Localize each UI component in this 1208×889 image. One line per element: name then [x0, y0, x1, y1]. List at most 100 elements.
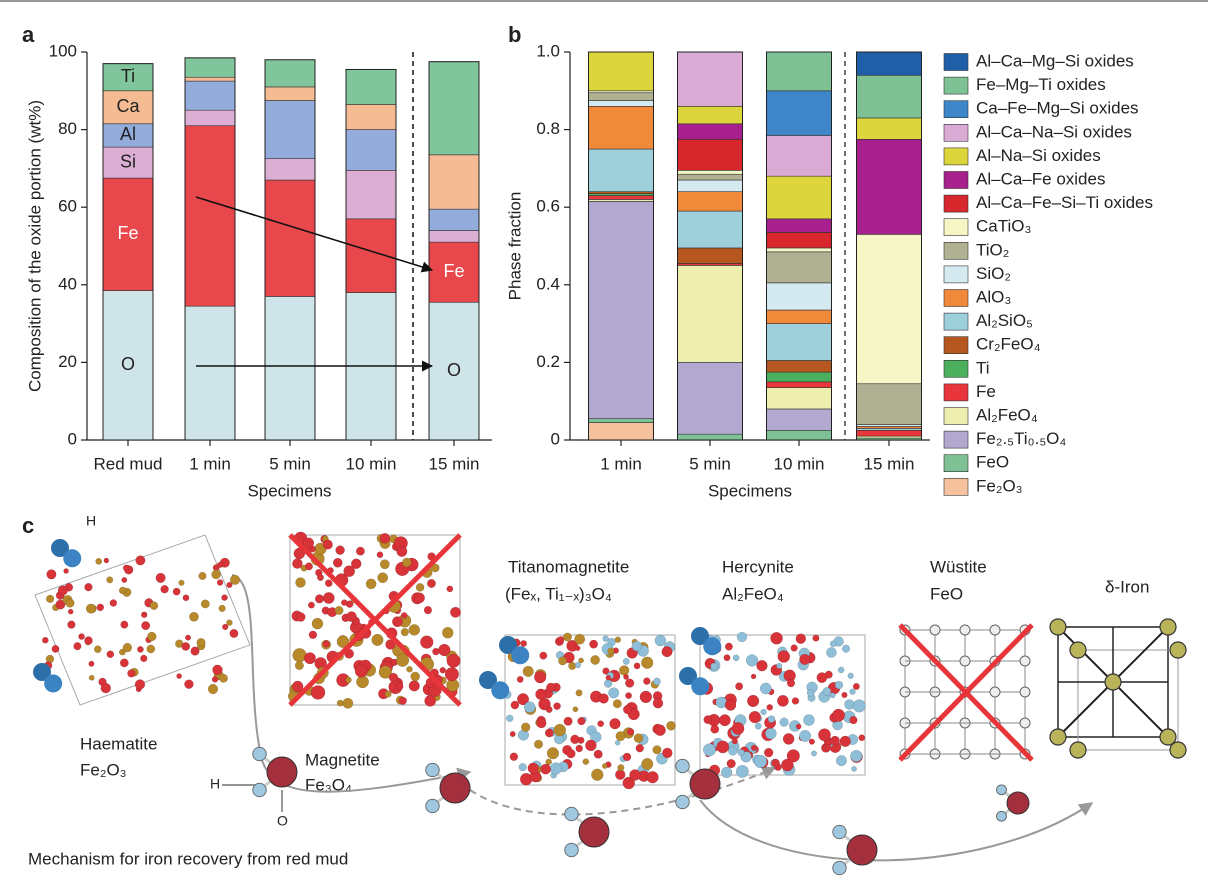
atom: [396, 545, 408, 557]
atom: [322, 640, 330, 648]
legend-label: TiO₂: [976, 240, 1009, 259]
cross-out: [898, 623, 1034, 762]
atom: [103, 557, 110, 564]
bar-segment: [856, 139, 922, 235]
atom: [770, 631, 783, 645]
atom: [95, 557, 103, 565]
chart-a: a 0 20 40 60 80 100 Composition of the oxide po…: [22, 22, 492, 500]
atom: [635, 744, 644, 753]
atom: [852, 699, 866, 713]
atom: [536, 718, 547, 729]
bar-segment: [264, 158, 316, 181]
cross-out: [288, 533, 462, 707]
atom: [735, 764, 749, 778]
atom: [666, 720, 676, 731]
atom: [1159, 728, 1177, 746]
chart-b: b 0 0.2 0.4 0.6 0.8 1.0 Phase fraction Specimens…: [505, 22, 1153, 501]
atom: [549, 762, 563, 775]
legend-label: CaTiO₃: [976, 217, 1031, 236]
atom: [625, 692, 632, 699]
atom: [1169, 641, 1187, 659]
atom: [591, 768, 604, 781]
atom: [578, 657, 584, 664]
bar-outline: [345, 68, 397, 441]
atom: [622, 704, 633, 715]
atom: [176, 673, 182, 679]
path-arrow: [699, 799, 1094, 862]
y-tick-label: 60: [58, 197, 77, 216]
atom: [1169, 741, 1187, 759]
atom: [322, 592, 335, 604]
atom: [754, 722, 762, 730]
atom: [703, 715, 713, 725]
atom: [639, 690, 653, 704]
legend-swatch: [943, 336, 969, 355]
bar-segment: [856, 51, 922, 76]
atom: [753, 754, 768, 769]
atom: [211, 569, 221, 580]
hydrogen: [703, 637, 722, 656]
atom: [850, 749, 863, 763]
atom: [354, 664, 368, 678]
x-tick-label: 15 min: [863, 454, 914, 473]
atom: [182, 594, 190, 602]
atom: [585, 739, 597, 752]
hydrogen: [511, 646, 530, 665]
bar-outline: [102, 63, 154, 441]
legend-swatch: [943, 242, 969, 260]
atom: [834, 680, 844, 690]
legend-label: FeO: [976, 453, 1009, 472]
atom: [609, 718, 621, 730]
bar-segment: [766, 309, 832, 324]
bar-segment: [184, 125, 236, 307]
bar-segment: [766, 175, 832, 220]
atom: [849, 715, 858, 725]
atom: [392, 616, 403, 628]
atom: [534, 671, 547, 684]
atom: [835, 755, 847, 767]
atom: [771, 758, 780, 768]
atom: [226, 581, 233, 589]
atom: [1019, 717, 1031, 729]
bar-segment: [428, 230, 480, 243]
bar-segment: [856, 74, 922, 119]
atom: [439, 666, 447, 674]
atom: [149, 601, 159, 610]
atom: [141, 621, 151, 631]
atom: [135, 555, 146, 566]
atom: [614, 636, 622, 643]
bar-segment: [766, 387, 832, 410]
bar-segment: [588, 148, 654, 192]
atom: [1019, 655, 1031, 667]
atom: [295, 577, 306, 588]
atom: [379, 533, 391, 544]
atom: [84, 636, 93, 645]
atom: [345, 676, 352, 684]
atom: [574, 661, 582, 669]
atom: [84, 583, 93, 592]
bar-segment: [677, 247, 743, 264]
hydrogen: [33, 663, 51, 681]
legend-label: Al₂SiO₅: [976, 311, 1033, 330]
atom: [617, 764, 625, 772]
atom: [831, 708, 846, 722]
bar-segment: [677, 123, 743, 140]
atom: [546, 682, 556, 693]
atom: [824, 744, 832, 751]
atom: [544, 728, 554, 738]
atom: [308, 630, 318, 640]
y-tick-label: 0.8: [536, 119, 560, 138]
atom: [218, 604, 226, 612]
atom: [178, 579, 185, 586]
bar-segment: [766, 135, 832, 177]
atom: [989, 686, 1001, 698]
legend-label: Fe: [976, 382, 996, 401]
bar-segment: [766, 429, 832, 441]
atom: [643, 677, 651, 685]
atom: [731, 722, 745, 735]
bar-segment: [677, 179, 743, 192]
y-tick-label: 0: [551, 429, 560, 448]
bar-segment: [345, 104, 397, 130]
atom: [229, 629, 239, 638]
segment-label: O: [447, 360, 461, 380]
